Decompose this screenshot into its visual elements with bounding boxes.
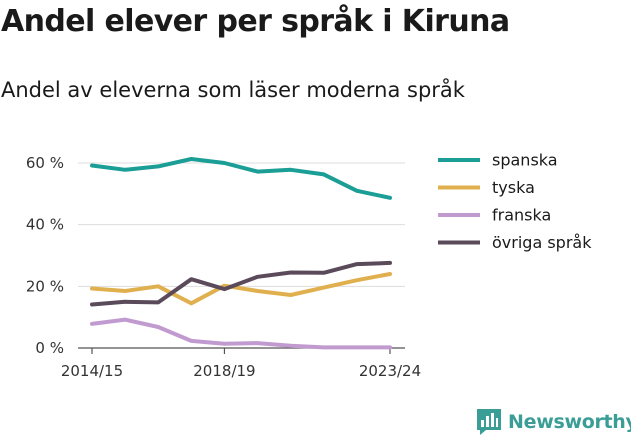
legend: spanska tyska franska övriga språk <box>438 151 592 252</box>
x-tick-label: 2018/19 <box>193 362 255 380</box>
legend-label: spanska <box>492 151 558 170</box>
brand-name: Newsworthy <box>508 411 631 433</box>
line-chart: 0 % 20 % 40 % 60 % 2014/15 2018/19 2023/24 sp… <box>26 151 592 381</box>
legend-label: franska <box>492 206 551 225</box>
series-lines <box>90 157 392 350</box>
y-tick-label: 0 % <box>35 339 64 357</box>
newsworthy-logo-icon <box>477 409 501 435</box>
brand-logo: Newsworthy <box>476 408 631 436</box>
y-axis-ticks: 0 % 20 % 40 % 60 % <box>26 154 64 357</box>
chart-title: Andel elever per språk i Kiruna <box>1 4 510 39</box>
y-tick-label: 20 % <box>26 277 64 295</box>
x-axis: 2014/15 2018/19 2023/24 <box>61 347 421 380</box>
series-line-spanska <box>90 157 392 200</box>
legend-label: tyska <box>492 178 535 197</box>
y-tick-label: 40 % <box>26 216 64 234</box>
series-line-franska <box>90 317 392 350</box>
series-line-övriga-språk <box>90 260 392 307</box>
y-tick-label: 60 % <box>26 154 64 172</box>
x-tick-label: 2014/15 <box>61 362 123 380</box>
x-tick-label: 2023/24 <box>359 362 421 380</box>
series-line-tyska <box>90 272 392 306</box>
legend-label: övriga språk <box>492 233 592 252</box>
chart-subtitle: Andel av eleverna som läser moderna språ… <box>1 78 465 102</box>
gridlines <box>78 162 405 287</box>
